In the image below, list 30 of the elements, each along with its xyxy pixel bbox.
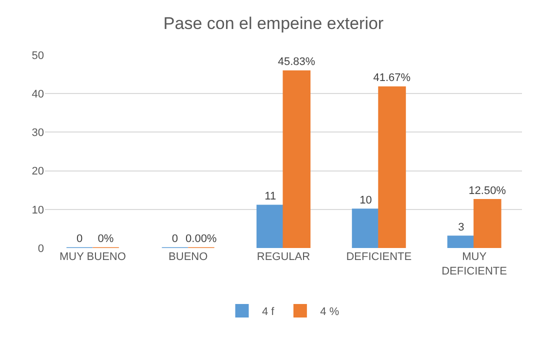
data-label: 3 bbox=[458, 221, 464, 234]
bar bbox=[282, 70, 310, 248]
bar bbox=[447, 236, 476, 248]
legend-label: 4 f bbox=[262, 306, 276, 318]
data-label: 41.67% bbox=[373, 72, 411, 84]
data-label: 10 bbox=[360, 194, 372, 206]
y-tick-label: 30 bbox=[32, 127, 44, 140]
data-label: 11 bbox=[264, 190, 276, 203]
y-tick-label: 20 bbox=[32, 166, 44, 178]
bar bbox=[352, 208, 380, 248]
data-label: 0 bbox=[172, 233, 178, 245]
bar bbox=[256, 204, 284, 248]
y-tick-label: 10 bbox=[32, 204, 44, 216]
legend-label: 4 % bbox=[320, 306, 340, 318]
bar bbox=[378, 86, 406, 248]
x-tick-label: MUY BUENO bbox=[59, 251, 126, 263]
data-label: 12.50% bbox=[468, 184, 506, 197]
y-tick-label: 40 bbox=[32, 88, 44, 100]
y-tick-label: 50 bbox=[32, 50, 44, 62]
data-label: 0% bbox=[98, 233, 114, 245]
x-tick-label: BUENO bbox=[168, 251, 208, 263]
y-tick-label: 0 bbox=[38, 242, 44, 255]
bar bbox=[474, 199, 502, 248]
data-label: 0 bbox=[76, 233, 83, 245]
x-tick-label: REGULAR bbox=[256, 251, 310, 263]
x-tick-label: MUY DEFICIENTE bbox=[442, 251, 508, 278]
data-label: 0.00% bbox=[186, 233, 217, 245]
data-label: 45.83% bbox=[278, 56, 316, 68]
x-tick-label: DEFICIENTE bbox=[346, 251, 412, 263]
chart-title: Pase con el empeine exterior bbox=[163, 14, 384, 33]
